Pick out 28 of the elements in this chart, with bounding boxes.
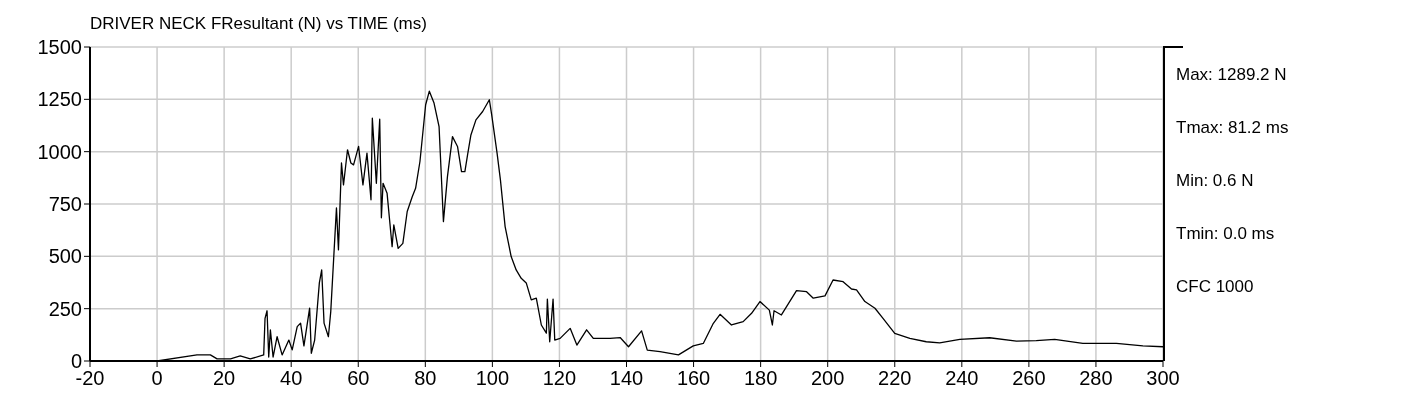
x-tick-label: 140 <box>609 367 644 389</box>
x-tick-label: 260 <box>1012 367 1046 389</box>
x-tick-label: 20 <box>213 367 236 389</box>
y-tick-label: 500 <box>48 245 82 268</box>
y-tick-label: 1000 <box>37 140 82 163</box>
y-tick-label: 250 <box>48 297 82 320</box>
x-tick-label: 160 <box>676 367 711 389</box>
x-tick-label: 200 <box>811 367 845 389</box>
text: Tmin: 0.0 ms <box>1176 223 1276 245</box>
y-tick-label: 750 <box>48 193 82 215</box>
x-tick-label: 280 <box>1079 367 1113 389</box>
x-tick-label: 0 <box>151 367 163 389</box>
text: Tmax: 81.2 ms <box>1176 117 1289 139</box>
text: Min: 0.6 N <box>1176 170 1255 192</box>
x-tick-label: 100 <box>475 367 510 389</box>
text: Max: 1289.2 N <box>1176 64 1288 86</box>
x-tick-label: 220 <box>878 367 912 389</box>
x-tick-label: 240 <box>945 367 979 389</box>
y-tick-label: 1250 <box>37 88 82 111</box>
x-tick-label: 180 <box>743 367 778 389</box>
x-tick-label: 60 <box>347 367 370 389</box>
chart-title: DRIVER NECK FResultant (N) vs TIME (ms) <box>90 14 427 34</box>
text: CFC 1000 <box>1176 276 1255 298</box>
y-tick-label: 1500 <box>37 36 82 58</box>
x-tick-label: 80 <box>414 367 437 389</box>
x-tick-label: 40 <box>280 367 303 389</box>
x-tick-label: 120 <box>542 367 577 389</box>
x-tick-label: 300 <box>1146 367 1180 389</box>
